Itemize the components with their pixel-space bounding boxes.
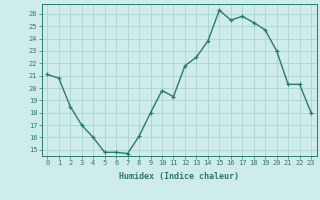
- X-axis label: Humidex (Indice chaleur): Humidex (Indice chaleur): [119, 172, 239, 181]
